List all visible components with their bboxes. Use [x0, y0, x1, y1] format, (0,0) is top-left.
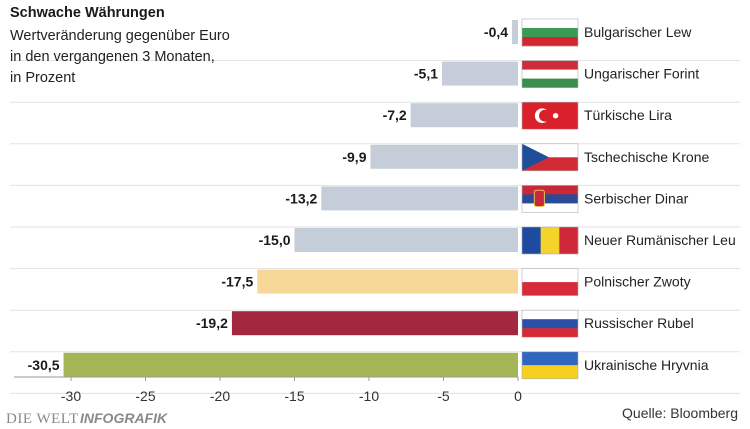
bar-6: [294, 228, 518, 252]
category-label-5: Serbischer Dinar: [584, 190, 689, 206]
logo-die-welt: DIE WELT: [6, 411, 79, 427]
value-label-3: -7,2: [383, 107, 407, 123]
flags: [521, 18, 579, 380]
category-label-7: Polnischer Zwoty: [584, 274, 691, 290]
bar-4: [370, 144, 518, 169]
gridlines: [10, 60, 740, 394]
value-label-2: -5,1: [414, 66, 438, 82]
x-tick-label-5: -10: [359, 388, 379, 404]
x-tick-label-3: -20: [210, 388, 230, 404]
romania-flag-icon: [521, 226, 579, 255]
x-tick-labels: -30 -25 -20 -15 -10 -5 0: [61, 377, 522, 404]
value-labels: -0,4 -5,1 -7,2 -9,9 -13,2 -15,0 -17,5 -19,2 -30,…: [28, 24, 509, 373]
bar-3: [410, 103, 518, 128]
bulgaria-flag-icon: [521, 18, 579, 47]
russia-flag-icon: [521, 309, 579, 338]
bars: [63, 20, 519, 377]
category-label-6: Neuer Rumänischer Leu: [584, 232, 736, 248]
category-label-3: Türkische Lira: [584, 107, 672, 123]
x-tick-label-2: -25: [135, 388, 155, 404]
value-label-8: -19,2: [196, 315, 228, 331]
x-tick-label-7: 0: [514, 388, 522, 404]
chart-subtitle-line-1: Wertveränderung gegenüber Euro: [10, 28, 230, 44]
hungary-flag-icon: [521, 60, 579, 88]
turkey-flag-icon: [521, 101, 579, 130]
category-label-4: Tschechische Krone: [584, 149, 710, 165]
x-tick-label-4: -15: [284, 388, 304, 404]
serbia-flag-icon: [521, 185, 579, 213]
value-label-9: -30,5: [28, 357, 60, 373]
category-label-1: Bulgarischer Lew: [584, 24, 692, 40]
x-tick-label-1: -30: [61, 388, 81, 404]
bar-1: [512, 20, 518, 44]
bar-7: [257, 269, 518, 294]
poland-flag-icon: [521, 268, 579, 296]
value-label-6: -15,0: [259, 232, 291, 248]
chart-subtitle-line-3: in Prozent: [10, 70, 75, 86]
category-label-2: Ungarischer Forint: [584, 66, 699, 82]
bar-9: [63, 352, 519, 377]
x-tick-label-6: -5: [437, 388, 450, 404]
value-label-5: -13,2: [285, 190, 317, 206]
bar-2: [442, 61, 518, 86]
value-label-7: -17,5: [221, 274, 253, 290]
czech-flag-icon: [521, 143, 579, 172]
bar-8: [231, 311, 519, 336]
chart-subtitle-line-2: in den vergangenen 3 Monaten,: [10, 49, 215, 65]
category-label-8: Russischer Rubel: [584, 315, 694, 331]
category-label-9: Ukrainische Hryvnia: [584, 357, 709, 373]
value-label-4: -9,9: [342, 149, 366, 165]
source-note: Quelle: Bloomberg: [622, 405, 738, 421]
ukraine-flag-icon: [521, 351, 579, 380]
chart-title: Schwache Währungen: [10, 5, 165, 21]
logo-infografik: INFOGRAFIK: [80, 410, 168, 426]
value-label-1: -0,4: [484, 24, 508, 40]
bar-5: [321, 186, 518, 211]
category-labels: Bulgarischer Lew Ungarischer Forint Türkis…: [584, 24, 736, 373]
